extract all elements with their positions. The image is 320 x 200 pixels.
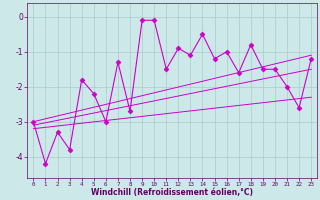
X-axis label: Windchill (Refroidissement éolien,°C): Windchill (Refroidissement éolien,°C)	[91, 188, 253, 197]
